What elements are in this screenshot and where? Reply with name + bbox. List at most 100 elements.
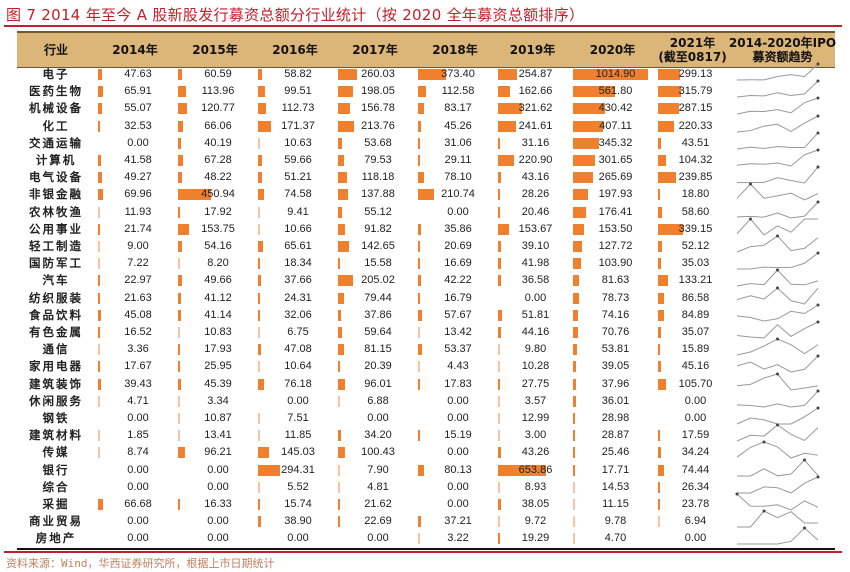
- value-cell: 205.02: [361, 274, 395, 287]
- value-cell: 3.36: [127, 343, 149, 356]
- value-cell: 60.59: [204, 68, 232, 80]
- value-cell: 239.85: [678, 171, 713, 184]
- value-cell: 8.74: [127, 446, 149, 459]
- value-cell: 35.86: [444, 222, 472, 235]
- value-cell: 99.51: [284, 85, 312, 98]
- value-cell: 12.99: [521, 412, 550, 424]
- value-cell: 53.37: [444, 343, 472, 356]
- value-bar: [573, 241, 583, 252]
- value-cell: 287.15: [678, 102, 713, 115]
- industry-name: 传媒: [42, 445, 70, 460]
- trend-sparkline: [736, 320, 820, 339]
- value-cell: 67.28: [204, 154, 232, 166]
- value-bar: [658, 516, 660, 528]
- sparkline-max-marker: [749, 217, 752, 221]
- value-bar: [573, 223, 585, 235]
- value-bar: [178, 447, 186, 459]
- value-cell: 450.94: [201, 188, 235, 201]
- value-bar: [98, 189, 104, 201]
- value-bar: [658, 258, 661, 270]
- table-row: 非银金融 69.96 450.94 74.58 137.88 210.74 28.26 197…: [17, 182, 835, 203]
- value-bar: [338, 103, 350, 115]
- value-cell: 118.18: [361, 171, 395, 184]
- value-bar: [418, 327, 420, 338]
- value-bar: [338, 430, 341, 442]
- sparkline-max-marker: [816, 62, 820, 66]
- value-cell: 35.03: [681, 257, 710, 270]
- value-bar: [573, 378, 576, 390]
- sparkline-max-marker: [816, 114, 820, 118]
- sparkline-path: [736, 286, 819, 305]
- value-bar: [418, 430, 420, 442]
- figure-title: 图 7 2014 年至今 A 股新股发行募资总额分行业统计（按 2020 全年募…: [6, 6, 585, 24]
- sparkline-path: [736, 201, 819, 219]
- table-row: 商业贸易 0.00 0.00 38.90 22.69 37.21 9.72 9.78 6.94: [17, 509, 835, 530]
- value-cell: 113.96: [201, 85, 235, 98]
- sparkline-max-marker: [816, 303, 820, 307]
- value-cell: 198.05: [361, 85, 395, 98]
- column-header: 2014年: [112, 43, 158, 57]
- sparkline-max-marker: [776, 268, 779, 272]
- value-cell: 29.11: [444, 154, 472, 166]
- column-header: 2014-2020年IPO 募资额趋势: [728, 36, 837, 64]
- value-cell: 83.17: [444, 102, 472, 115]
- value-bar: [658, 172, 676, 184]
- trend-sparkline: [736, 200, 820, 219]
- trend-sparkline: [736, 372, 819, 391]
- value-bar: [98, 430, 100, 442]
- sparkline-max-marker: [776, 337, 779, 341]
- value-cell: 17.71: [601, 463, 630, 476]
- value-cell: 79.44: [364, 291, 392, 304]
- value-bar: [573, 430, 576, 442]
- column-header: 2019年: [509, 43, 556, 57]
- value-bar: [258, 189, 264, 201]
- sparkline-max-marker: [776, 286, 779, 290]
- table-row: 建筑材料 1.85 13.41 11.85 34.20 15.19 3.00 28.87 17.…: [17, 423, 835, 444]
- industry-name: 化工: [42, 118, 70, 133]
- value-cell: 4.81: [367, 480, 389, 493]
- value-cell: 21.62: [364, 498, 392, 510]
- value-bar: [178, 172, 182, 184]
- value-cell: 137.88: [361, 188, 395, 201]
- value-cell: 16.52: [124, 326, 152, 338]
- value-cell: 15.19: [444, 429, 472, 442]
- value-cell: 0.00: [447, 412, 469, 424]
- value-cell: 39.05: [601, 360, 630, 373]
- value-bar: [98, 206, 100, 218]
- table-row: 通信 3.36 17.93 47.08 81.15 53.37 9.80 53.81 15.89: [17, 337, 835, 358]
- value-cell: 299.13: [678, 68, 713, 80]
- value-cell: 96.21: [204, 446, 232, 459]
- value-bar: [98, 103, 103, 115]
- industry-name: 钢铁: [42, 411, 70, 425]
- table-row: 机械设备 55.07 120.77 112.73 156.78 83.17 321.62 43…: [17, 96, 835, 117]
- value-bar: [498, 413, 500, 424]
- trend-sparkline: [736, 286, 819, 305]
- value-bar: [178, 69, 183, 80]
- sparkline-path: [737, 476, 819, 494]
- value-bar: [178, 499, 180, 510]
- value-bar: [178, 378, 182, 390]
- sparkline-path: [736, 63, 819, 81]
- trend-sparkline: [736, 354, 820, 373]
- sparkline-max-marker: [816, 406, 820, 410]
- value-cell: 10.83: [204, 326, 232, 338]
- value-bar: [258, 69, 263, 80]
- value-cell: 45.08: [124, 308, 152, 321]
- sparkline-max-marker: [735, 492, 739, 496]
- value-bar: [98, 155, 102, 166]
- value-cell: 0.00: [127, 136, 149, 149]
- sparkline-max-marker: [816, 200, 820, 204]
- value-cell: 0.00: [447, 394, 469, 407]
- table-row: 建筑装饰 39.43 45.39 76.18 96.01 17.83 27.75 37.96 1…: [17, 372, 835, 393]
- value-bar: [573, 516, 575, 528]
- value-cell: 25.46: [601, 446, 630, 459]
- value-cell: 37.96: [601, 377, 630, 390]
- value-cell: 79.53: [364, 154, 392, 166]
- sparkline-max-marker: [816, 165, 820, 169]
- sparkline-path: [736, 218, 819, 236]
- value-bar: [573, 327, 579, 338]
- value-cell: 19.29: [521, 532, 550, 545]
- value-cell: 0.00: [447, 498, 469, 510]
- sparkline-path: [736, 235, 819, 253]
- value-bar: [258, 499, 260, 510]
